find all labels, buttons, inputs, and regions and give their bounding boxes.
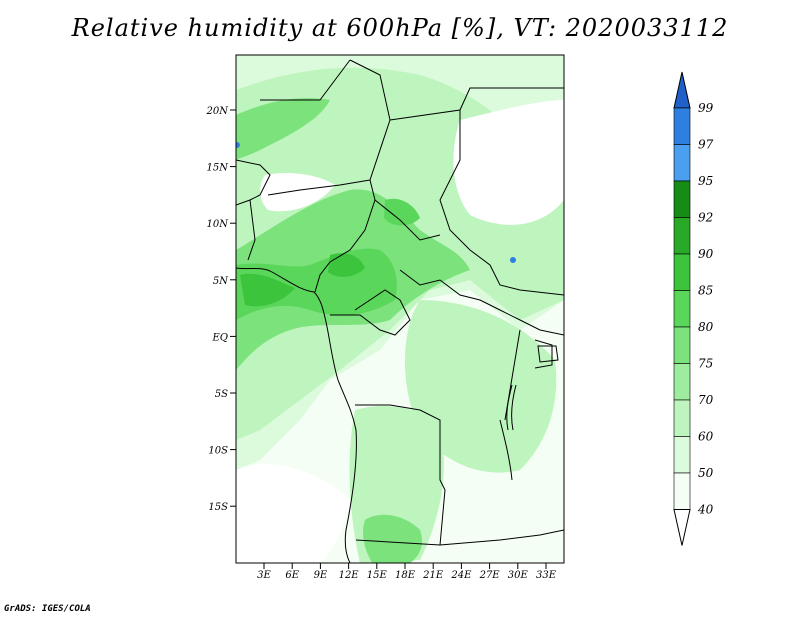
colorbar-label: 99	[698, 101, 714, 115]
border-a	[260, 59, 391, 196]
longitude-tick-label: 6E	[285, 570, 299, 581]
longitude-tick-label: 15E	[367, 570, 388, 581]
latitude-tick-label: 15S	[208, 502, 228, 513]
border-h	[236, 159, 271, 261]
field-wet-core	[240, 273, 295, 307]
colorbar-label: 60	[698, 430, 714, 444]
colorbar-label: 92	[698, 211, 713, 225]
longitude-tick-label: 18E	[395, 570, 416, 581]
colorbar-label: 50	[698, 466, 714, 480]
longitude-tick-label: 12E	[339, 570, 360, 581]
border-b	[389, 87, 564, 296]
colorbar-label: 40	[697, 503, 714, 517]
lake-tanganyika	[506, 384, 517, 431]
map-frame	[235, 54, 565, 564]
field-light-east	[405, 300, 557, 473]
longitude-tick-label: 21E	[422, 570, 444, 581]
humidity-field	[236, 55, 564, 563]
colorbar-segment	[673, 399, 691, 437]
colorbar: 99 97 95 92 90 85 80 75 70 60 50 40	[673, 71, 714, 546]
field-wet-patch-north	[384, 198, 420, 226]
colorbar-segment	[673, 472, 691, 510]
longitude-tick-label: 9E	[314, 570, 328, 581]
field-south-moist	[362, 514, 422, 563]
longitude-tick-label: 27E	[479, 570, 501, 581]
latitude-tick-label: 20N	[206, 106, 230, 117]
grads-credit: GrADS: IGES/COLA	[4, 604, 91, 614]
colorbar-bottom-arrow	[673, 509, 691, 546]
longitude-tick-label: 3E	[257, 570, 271, 581]
latitude-tick-label: 15N	[207, 163, 230, 174]
latitude-tick-label: 10N	[207, 219, 230, 230]
border-f	[355, 404, 564, 546]
colorbar-segment	[673, 363, 691, 401]
latitude-tick-label: EQ	[212, 332, 229, 343]
coastline-west	[236, 267, 357, 563]
longitude-tick-label: 30E	[508, 570, 529, 581]
field-dry-north	[260, 173, 335, 212]
longitude-axis: 3E 6E 9E 12E 15E 18E 21E 24E 27E 30E 33E	[257, 563, 557, 581]
field-high-humidity-dot	[510, 257, 516, 263]
field-high-humidity-dot-west	[236, 142, 240, 148]
latitude-tick-label: 5N	[213, 276, 229, 287]
map-title: Relative humidity at 600hPa [%], VT: 202…	[71, 14, 729, 42]
country-borders	[236, 59, 564, 563]
colorbar-label: 97	[698, 138, 714, 152]
colorbar-segment	[673, 107, 691, 145]
field-nw-band	[236, 98, 330, 160]
colorbar-label: 90	[698, 247, 714, 261]
border-d	[399, 269, 564, 336]
field-dry-northeast	[453, 100, 564, 225]
colorbar-segment	[673, 290, 691, 328]
colorbar-label: 80	[698, 320, 714, 334]
colorbar-label: 95	[698, 174, 713, 188]
colorbar-segment	[673, 326, 691, 364]
longitude-tick-label: 33E	[536, 570, 557, 581]
colorbar-segment	[673, 253, 691, 291]
colorbar-label: 75	[698, 357, 713, 371]
border-g	[499, 329, 553, 481]
colorbar-segment	[673, 180, 691, 218]
border-e	[330, 289, 411, 336]
border-c	[314, 179, 441, 293]
latitude-tick-label: 10S	[208, 446, 228, 457]
field-wet-patch	[328, 253, 365, 277]
field-dry-southwest	[236, 464, 350, 563]
colorbar-segment	[673, 217, 691, 255]
latitude-tick-label: 5S	[215, 389, 228, 400]
longitude-tick-label: 24E	[450, 570, 472, 581]
colorbar-segment	[673, 144, 691, 182]
lake-victoria	[537, 345, 559, 363]
colorbar-label: 70	[698, 393, 714, 407]
colorbar-segment	[673, 436, 691, 474]
colorbar-label: 85	[698, 284, 713, 298]
latitude-axis: 20N 15N 10N 5N EQ 5S 10S 15S	[206, 106, 236, 513]
colorbar-top-arrow	[673, 71, 691, 109]
